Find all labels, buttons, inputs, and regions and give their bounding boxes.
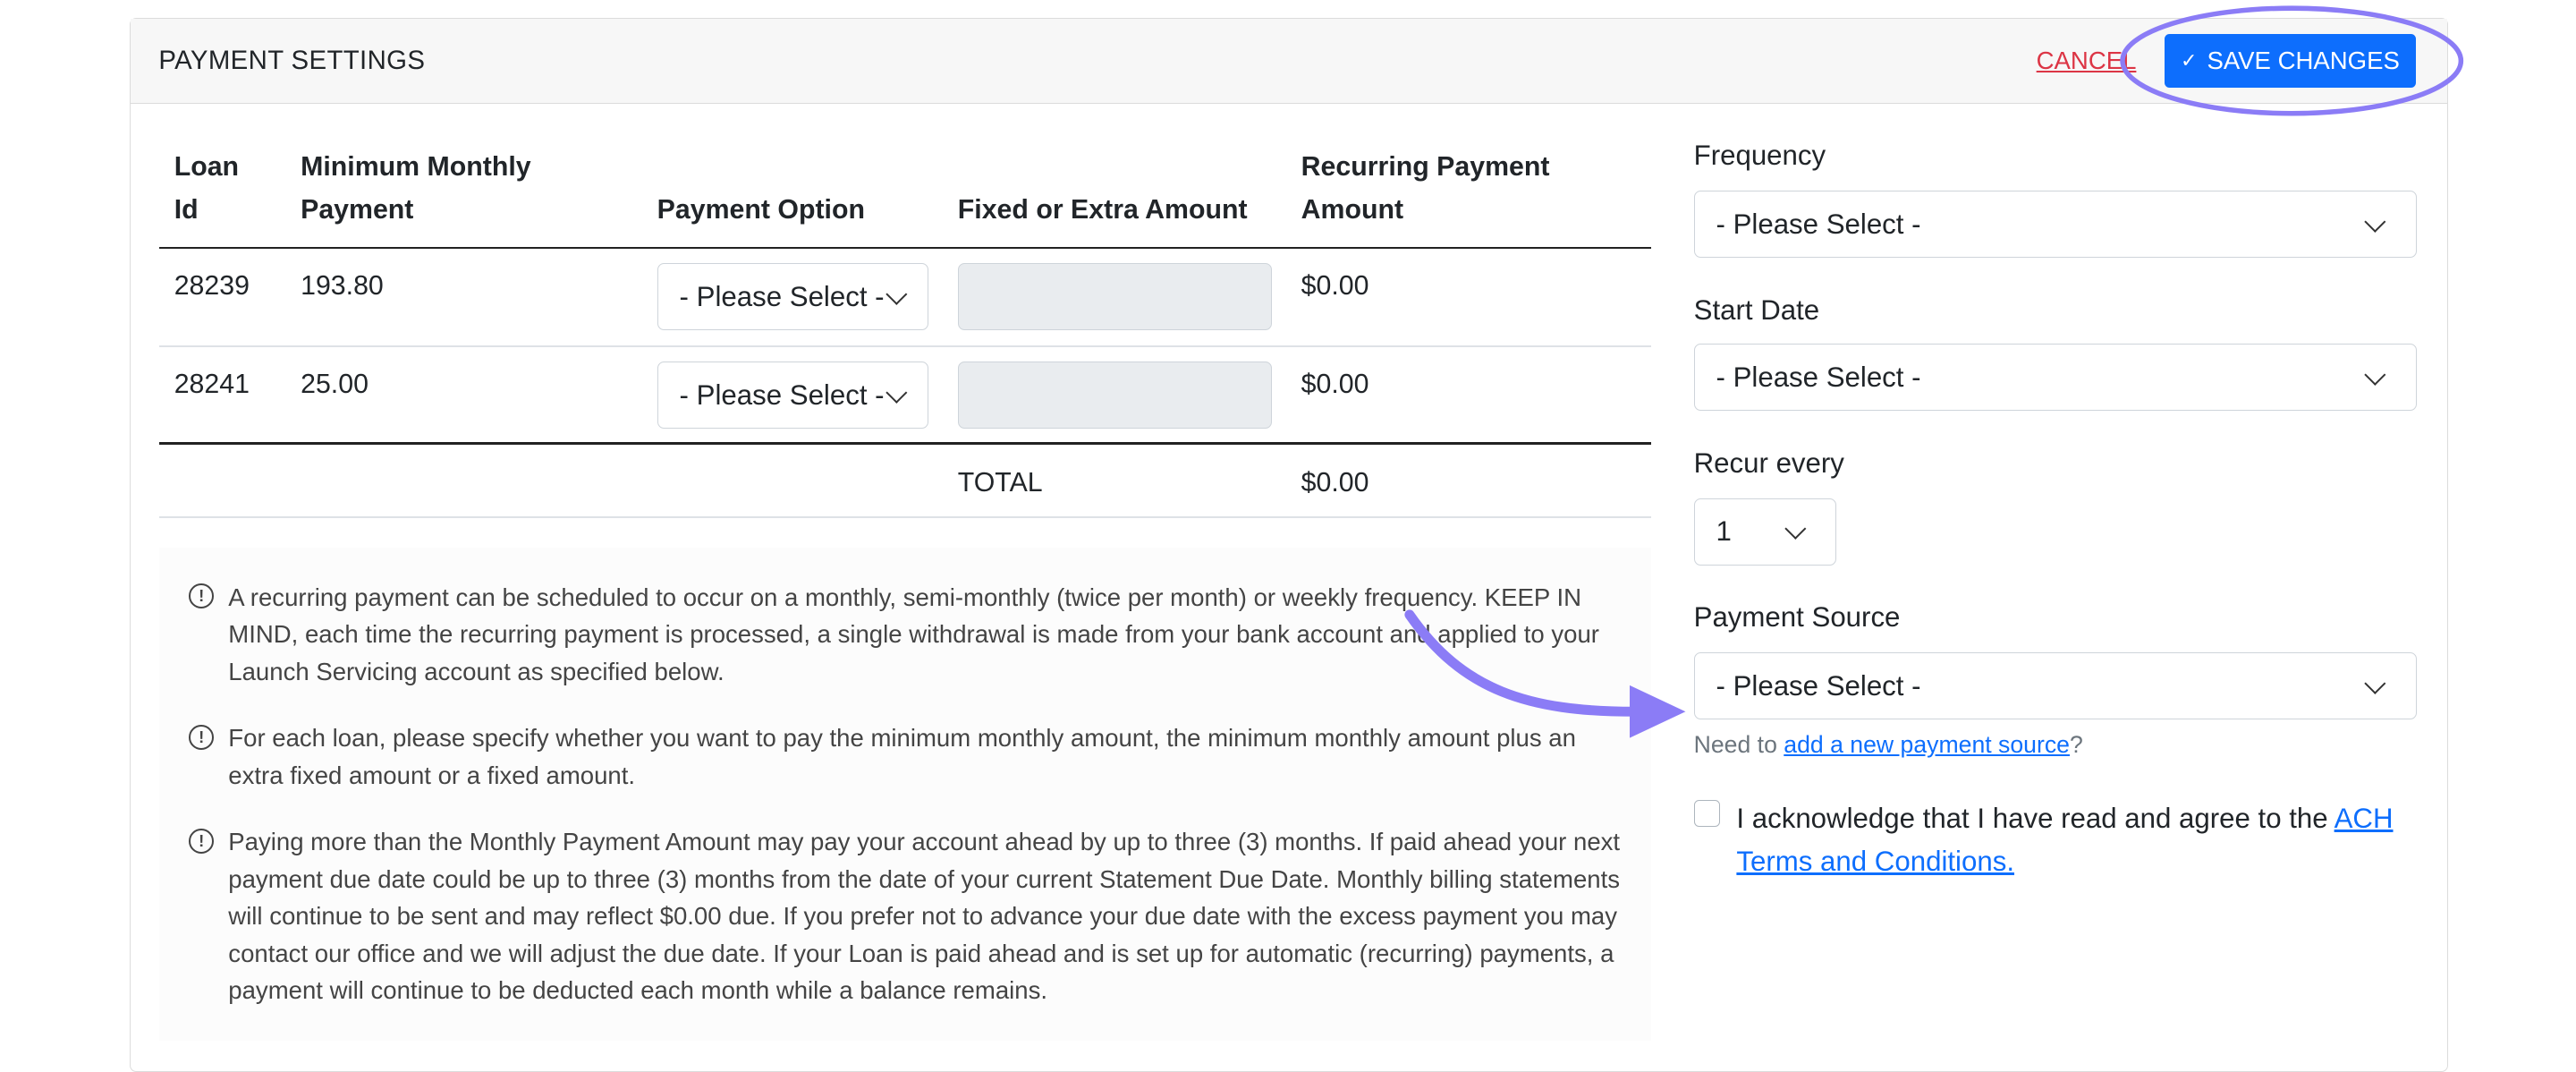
exclamation-circle-icon: ! <box>189 828 215 854</box>
note: ! For each loan, please specify whether y… <box>189 719 1624 794</box>
select-value: 1 <box>1716 515 1732 548</box>
column-header-minimum-payment: Minimum Monthly Payment <box>301 152 531 225</box>
recur-every-select[interactable]: 1 <box>1693 498 1837 566</box>
ach-terms-link[interactable]: ACH Terms and Conditions. <box>1736 802 2394 877</box>
loan-id: 28239 <box>174 271 250 302</box>
column-header-recurring-amount: Recurring Payment Amount <box>1301 152 1550 225</box>
acknowledge-text: I acknowledge that I have read and agree… <box>1736 802 2394 877</box>
minimum-payment: 193.80 <box>301 271 384 302</box>
payment-option-select[interactable]: - Please Select - <box>657 362 928 430</box>
recurring-amount: $0.00 <box>1301 271 1369 302</box>
column-header-fixed-amount: Fixed or Extra Amount <box>957 195 1248 225</box>
divider <box>159 515 1651 518</box>
frequency-label: Frequency <box>1693 140 1826 172</box>
add-payment-source-link[interactable]: add a new payment source <box>1784 731 2070 759</box>
add-payment-source-hint: Need to add a new payment source? <box>1693 731 2083 759</box>
note: ! A recurring payment can be scheduled to… <box>189 579 1624 691</box>
total-value: $0.00 <box>1301 468 1369 498</box>
start-date-label: Start Date <box>1693 294 1820 326</box>
card-header: PAYMENT SETTINGS CANCEL ✓ SAVE CHANGES <box>131 19 2447 104</box>
divider <box>159 345 1651 347</box>
exclamation-circle-icon: ! <box>189 724 215 750</box>
save-label: SAVE CHANGES <box>2207 47 2400 75</box>
select-value: - Please Select - <box>1716 669 1921 702</box>
save-changes-button[interactable]: ✓ SAVE CHANGES <box>2164 33 2416 89</box>
divider <box>159 246 1651 250</box>
fixed-amount-input[interactable] <box>957 362 1272 430</box>
payment-option-select[interactable]: - Please Select - <box>657 262 928 331</box>
minimum-payment: 25.00 <box>301 370 369 400</box>
page-title: PAYMENT SETTINGS <box>158 45 426 75</box>
highlight-ellipse <box>2120 5 2464 116</box>
note: ! Paying more than the Monthly Payment Am… <box>189 823 1624 1009</box>
column-header-payment-option: Payment Option <box>657 195 865 225</box>
frequency-select[interactable]: - Please Select - <box>1693 191 2417 259</box>
acknowledge-checkbox[interactable] <box>1693 800 1720 827</box>
fixed-amount-input[interactable] <box>957 262 1272 331</box>
column-header-loan-id: Loan Id <box>174 152 240 225</box>
check-icon: ✓ <box>2181 49 2198 72</box>
recur-every-label: Recur every <box>1693 447 1844 479</box>
loan-id: 28241 <box>174 370 250 400</box>
divider <box>159 442 1651 445</box>
select-value: - Please Select - <box>1716 208 1921 240</box>
notes-panel: ! A recurring payment can be scheduled to… <box>159 547 1651 1041</box>
cancel-button[interactable]: CANCEL <box>2036 47 2137 75</box>
select-value: - Please Select - <box>679 280 885 312</box>
payment-source-label: Payment Source <box>1693 601 1901 634</box>
arrowhead <box>1630 685 1686 738</box>
exclamation-circle-icon: ! <box>189 583 215 608</box>
total-label: TOTAL <box>957 468 1043 498</box>
payment-source-select[interactable]: - Please Select - <box>1693 652 2417 720</box>
start-date-select[interactable]: - Please Select - <box>1693 343 2417 412</box>
select-value: - Please Select - <box>1716 361 1921 393</box>
arrow-icon <box>1404 609 1640 717</box>
select-value: - Please Select - <box>679 379 885 411</box>
recurring-amount: $0.00 <box>1301 370 1369 400</box>
annotation-overlay <box>1404 5 2464 738</box>
